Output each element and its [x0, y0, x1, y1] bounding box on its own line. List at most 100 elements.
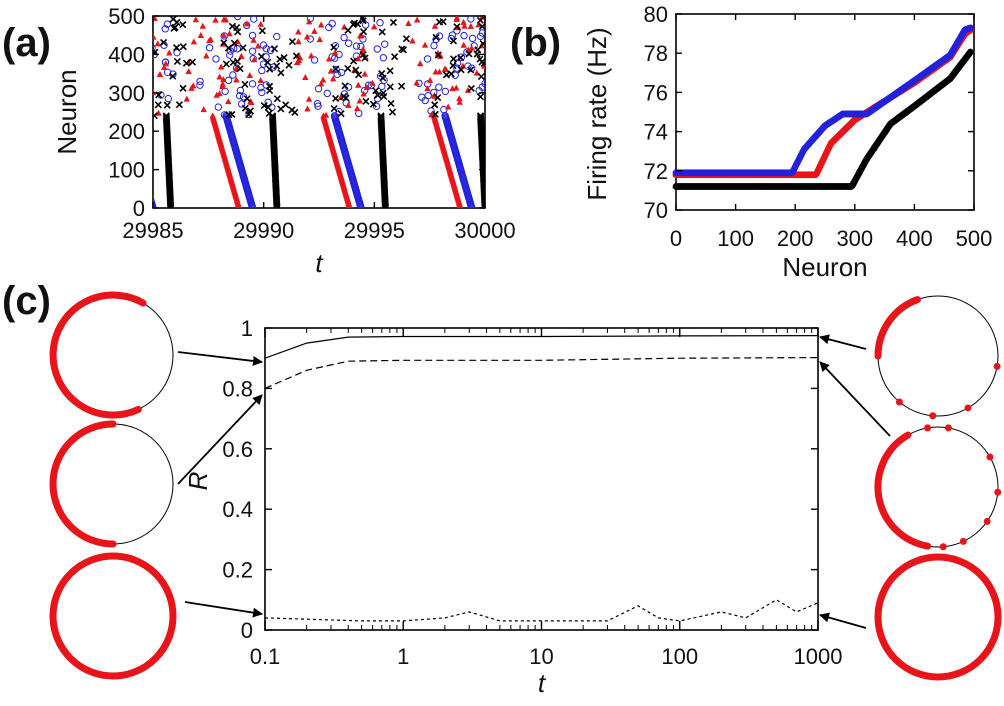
- y-tick-label: 200: [108, 119, 145, 144]
- raster-point: [258, 27, 266, 35]
- raster-point: [128, 150, 134, 156]
- y-tick-label: 80: [644, 2, 668, 27]
- raster-point: [313, 99, 322, 108]
- raster-point: [153, 112, 158, 120]
- raster-point: [144, 186, 150, 192]
- phase-cluster: [49, 291, 147, 419]
- plot-frame: [152, 15, 486, 209]
- raster-point: [172, 44, 181, 52]
- raster-point: [107, 74, 113, 80]
- raster-point: [435, 18, 444, 26]
- raster-point: [132, 144, 138, 150]
- raster-point: [386, 83, 394, 91]
- raster-point: [360, 90, 367, 97]
- raster-point: [449, 61, 457, 70]
- raster-point: [133, 145, 139, 151]
- raster-point: [342, 94, 350, 102]
- raster-point: [221, 87, 229, 96]
- x-tick-label: 0: [670, 226, 682, 251]
- raster-point: [144, 184, 150, 190]
- raster-point: [504, 92, 510, 98]
- phase-dot: [929, 412, 937, 420]
- raster-point: [418, 93, 426, 101]
- raster-points: [96, 16, 510, 208]
- raster-point: [317, 21, 325, 28]
- raster-point: [461, 22, 468, 29]
- y-tick-label: 500: [108, 4, 145, 29]
- raster-point: [492, 108, 498, 114]
- raster-point: [140, 111, 146, 117]
- raster-point: [153, 198, 156, 206]
- phase-circle: [49, 420, 174, 548]
- raster-point: [241, 80, 249, 88]
- raster-point: [273, 62, 281, 70]
- phase-cluster: [874, 431, 932, 550]
- phase-dot: [959, 537, 967, 545]
- raster-point: [288, 106, 296, 114]
- raster-point: [302, 73, 309, 80]
- raster-point: [110, 31, 116, 37]
- raster-point: [477, 112, 485, 120]
- raster-point: [344, 39, 353, 47]
- raster-point: [254, 42, 262, 49]
- raster-point: [199, 22, 206, 29]
- arrow: [177, 394, 263, 485]
- phase-cluster: [874, 296, 921, 360]
- raster-point: [259, 41, 268, 49]
- raster-point: [164, 94, 172, 103]
- raster-point: [153, 194, 154, 199]
- raster-point: [288, 37, 296, 46]
- raster-point: [188, 58, 197, 66]
- x-axis-label: t: [315, 248, 324, 278]
- raster-point: [352, 42, 361, 50]
- phase-dot: [924, 424, 932, 432]
- raster-point: [355, 71, 363, 79]
- raster-point: [317, 80, 325, 87]
- raster-point: [222, 16, 230, 23]
- raster-point: [282, 101, 290, 109]
- raster-point: [207, 36, 214, 43]
- raster-point: [155, 109, 162, 116]
- raster-point: [153, 200, 156, 208]
- phase-circle: [49, 291, 174, 419]
- raster-point: [487, 46, 493, 52]
- raster-point: [250, 16, 258, 23]
- raster-point: [389, 18, 398, 27]
- raster-point: [213, 91, 220, 98]
- rate-series: [672, 24, 974, 177]
- raster-point: [488, 108, 494, 114]
- raster-point: [499, 54, 505, 60]
- raster-point: [449, 85, 456, 92]
- raster-point: [273, 95, 281, 103]
- raster-point: [441, 87, 450, 96]
- raster-point: [216, 73, 223, 80]
- raster-point: [96, 22, 102, 28]
- panel-label-a: (a): [2, 21, 51, 65]
- raster-point: [359, 28, 368, 36]
- r-series-line: [264, 335, 819, 359]
- raster-point: [449, 37, 458, 45]
- raster-point: [154, 40, 161, 47]
- raster-point: [162, 60, 170, 67]
- raster-point: [379, 54, 388, 62]
- raster-point: [161, 64, 168, 71]
- y-tick-label: 76: [644, 80, 668, 105]
- raster-point: [379, 74, 387, 82]
- raster-point: [481, 79, 485, 88]
- raster-point: [330, 43, 338, 51]
- raster-point: [153, 195, 154, 200]
- raster-point: [378, 82, 386, 91]
- raster-point: [467, 16, 475, 23]
- raster-point: [344, 26, 352, 34]
- panel-label-c: (c): [2, 279, 51, 323]
- raster-point: [153, 196, 155, 202]
- raster-point: [98, 70, 104, 76]
- raster-point: [478, 23, 485, 31]
- raster-point: [355, 81, 362, 88]
- raster-point: [323, 89, 331, 98]
- raster-point: [236, 86, 245, 95]
- raster-point: [265, 109, 273, 117]
- raster-point: [310, 56, 319, 64]
- raster-point: [437, 52, 444, 59]
- raster-point: [100, 45, 106, 51]
